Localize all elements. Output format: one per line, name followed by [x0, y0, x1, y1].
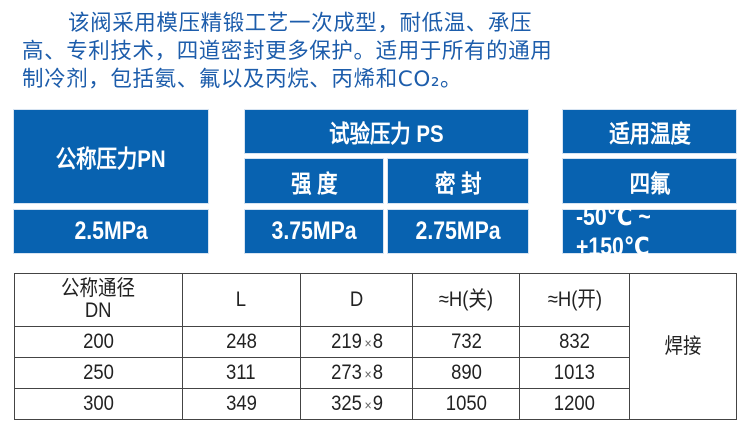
dimension-table: 公称通径 DN L D ≈H(关) ≈H(开) 焊接 200 248 219 ×8 … [14, 273, 737, 420]
cell-l: 311 [181, 357, 301, 389]
table-row: 300 349 325 ×9 1050 1200 [14, 388, 737, 420]
cell-l: 349 [181, 388, 301, 420]
seal-value: 2.75MPa [388, 210, 528, 253]
cell-l: 248 [181, 326, 301, 358]
table-row: 200 248 219 ×8 732 832 [14, 326, 737, 358]
cell-h-closed: 732 [412, 326, 521, 358]
table-header-row: 公称通径 DN L D ≈H(关) ≈H(开) 焊接 [14, 273, 737, 420]
temperature-label: 适用温度 [563, 110, 736, 153]
temperature-sub-label: 四氟 [563, 159, 736, 203]
cell-h-closed: 890 [412, 357, 521, 389]
cell-dn: 300 [14, 388, 183, 420]
intro-line-1: 该阀采用模压精锻工艺一次成型，耐低温、承压 [68, 11, 533, 36]
table-row: 250 311 273 ×8 890 1013 [14, 357, 737, 389]
cell-d: 325 ×9 [299, 388, 414, 420]
cell-h-open: 1013 [519, 357, 631, 389]
cell-dn: 250 [14, 357, 183, 389]
cell-dn: 200 [14, 326, 183, 358]
strength-value: 3.75MPa [245, 210, 383, 253]
cell-h-open: 1200 [519, 388, 631, 420]
seal-label: 密 封 [388, 159, 528, 203]
header-dn: 公称通径 DN [14, 273, 183, 327]
cell-d: 219 ×8 [299, 326, 414, 358]
cell-h-open: 832 [519, 326, 631, 358]
intro-line-2: 高、专利技术，四道密封更多保护。适用于所有的通用 [22, 39, 553, 64]
header-h-closed: ≈H(关) [412, 273, 521, 327]
temperature-value: -50℃ ~ +150℃ [563, 203, 736, 261]
nominal-pressure-value: 2.5MPa [14, 210, 208, 253]
intro-line-3: 制冷剂，包括氨、氟以及丙烷、丙烯和CO₂。 [22, 67, 463, 92]
test-pressure-label: 试验压力 PS [245, 110, 528, 153]
cell-d: 273 ×8 [299, 357, 414, 389]
header-l: L [181, 273, 301, 327]
nominal-pressure-label: 公称压力PN [14, 110, 208, 203]
connection-type: 焊接 [629, 273, 737, 420]
cell-h-closed: 1050 [412, 388, 521, 420]
header-d: D [299, 273, 414, 327]
strength-label: 强 度 [245, 159, 383, 203]
header-h-open: ≈H(开) [519, 273, 631, 327]
